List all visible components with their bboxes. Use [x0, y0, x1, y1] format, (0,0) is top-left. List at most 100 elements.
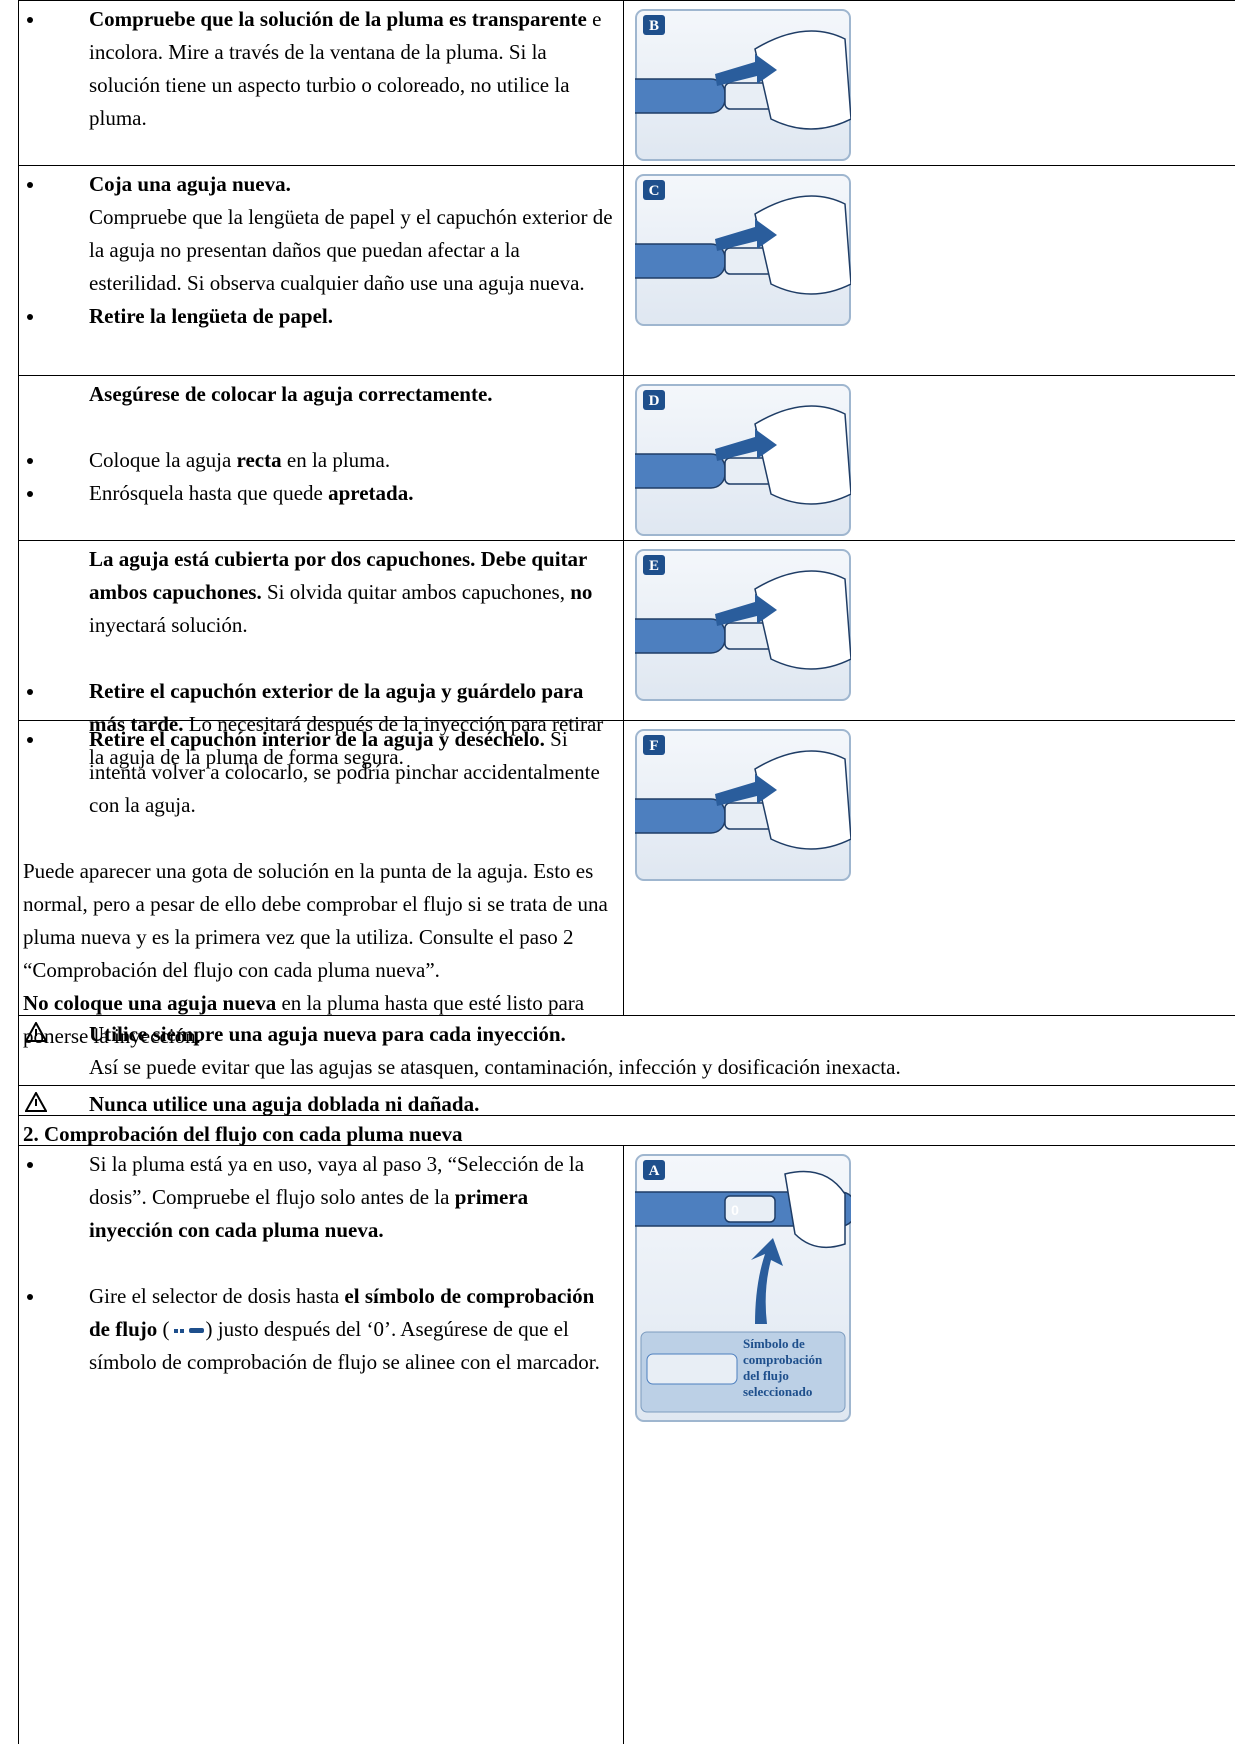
- paragraph: La aguja está cubierta por dos capuchone…: [23, 543, 615, 642]
- text: Si la pluma está ya en uso, vaya al paso…: [89, 1152, 585, 1209]
- arrow: [715, 429, 777, 461]
- hand: [754, 195, 851, 295]
- text: Enrósquela hasta que quede: [89, 481, 329, 505]
- paragraph: Coloque la aguja recta en la pluma.: [23, 444, 615, 477]
- paragraph: No coloque una aguja nueva en la pluma h…: [23, 987, 615, 1053]
- paragraph: Gire el selector de dosis hasta el símbo…: [23, 1280, 615, 1379]
- paragraph: Retire la lengüeta de papel.: [23, 300, 615, 333]
- text-cell: La aguja está cubierta por dos capuchone…: [19, 541, 624, 769]
- paragraph: Puede aparecer una gota de solución en l…: [23, 855, 615, 987]
- caption-line: Símbolo de: [743, 1336, 808, 1351]
- bold-text: recta: [236, 448, 282, 472]
- bold-text: Compruebe que la solución de la pluma es…: [89, 7, 587, 31]
- bold-text: Nunca utilice una aguja doblada ni dañad…: [89, 1092, 480, 1116]
- arrow: [751, 1238, 783, 1324]
- warning-triangle: [25, 1022, 47, 1042]
- pen-body: [635, 798, 726, 834]
- figure-label-box: [643, 180, 665, 200]
- bold-text: apretada.: [328, 481, 414, 505]
- figure: C: [635, 174, 851, 326]
- paragraph: Nunca utilice una aguja doblada ni dañad…: [23, 1088, 1227, 1121]
- sym-bar: [188, 1328, 204, 1334]
- text: Puede aparecer una gota de solución en l…: [23, 859, 608, 982]
- warning-bar: [35, 1029, 37, 1036]
- dial-number: 0: [731, 1202, 739, 1218]
- bold-text: La aguja está cubierta por dos capuchone…: [89, 547, 588, 604]
- warning-bar: [35, 1099, 37, 1106]
- paragraph: Retire el capuchón interior de la aguja …: [23, 723, 615, 822]
- bold-text: no: [570, 580, 593, 604]
- text: e incolora. Mire a través de la ventana …: [89, 7, 602, 130]
- figure: D: [635, 384, 851, 536]
- text: Coloque la aguja: [89, 448, 237, 472]
- hand: [754, 30, 851, 130]
- bold-text: Retire el capuchón interior de la aguja …: [89, 727, 545, 751]
- pen-body: [635, 243, 726, 279]
- bold-text: No coloque una aguja nueva: [23, 991, 277, 1015]
- text: Lo necesitará después de la inyección pa…: [89, 712, 604, 769]
- bold-text: Retire la lengüeta de papel.: [89, 304, 334, 328]
- hand: [754, 750, 851, 850]
- figure-label: D: [649, 393, 660, 409]
- table-row: La aguja está cubierta por dos capuchone…: [18, 540, 1235, 769]
- warning-icon: [25, 1092, 47, 1112]
- pen-tip: [724, 1195, 776, 1223]
- figure: A 0 Símbolo de comprobación del flujo sele…: [635, 1154, 851, 1422]
- table-row: Nunca utilice una aguja doblada ni dañad…: [18, 1085, 1235, 1116]
- inset-pen: [646, 1353, 738, 1385]
- text: en la pluma hasta que esté listo para po…: [23, 991, 585, 1048]
- figure-label-box: [643, 1160, 665, 1180]
- figure-label: B: [649, 18, 659, 34]
- inset: [640, 1331, 846, 1413]
- table-row: Asegúrese de colocar la aguja correctame…: [18, 375, 1235, 540]
- text-cell: 2. Comprobación del flujo con cada pluma…: [19, 1116, 1235, 1151]
- paragraph: Retire el capuchón exterior de la aguja …: [23, 675, 615, 774]
- table-row: Si la pluma está ya en uso, vaya al paso…: [18, 1145, 1235, 1744]
- arrow: [715, 219, 777, 251]
- pen-body: [635, 78, 726, 114]
- paragraph: Así se puede evitar que las agujas se at…: [23, 1051, 1227, 1084]
- text-cell: Retire el capuchón interior de la aguja …: [19, 721, 624, 1048]
- bold-text: Coja una aguja nueva.: [89, 172, 291, 196]
- bold-text: Utilice siempre una aguja nueva para cad…: [89, 1022, 566, 1046]
- warning-icon: [25, 1022, 47, 1042]
- figure-caption: Símbolo de comprobación del flujo selecc…: [743, 1336, 825, 1399]
- caption-line: comprobación: [743, 1352, 825, 1367]
- figure-label: F: [649, 738, 658, 754]
- table-row: Utilice siempre una aguja nueva para cad…: [18, 1015, 1235, 1085]
- pen-body: [635, 453, 726, 489]
- table-row: 2. Comprobación del flujo con cada pluma…: [18, 1115, 1235, 1146]
- figure-label-box: [643, 15, 665, 35]
- text-cell: Compruebe que la solución de la pluma es…: [19, 1, 624, 165]
- hand: [754, 570, 851, 670]
- text: inyectará solución.: [89, 613, 248, 637]
- text-cell: Coja una aguja nueva. Compruebe que la le…: [19, 166, 624, 375]
- figure: B: [635, 9, 851, 161]
- text: Compruebe que la lengüeta de papel y el …: [89, 205, 613, 295]
- sym-dot: [173, 1329, 178, 1334]
- paragraph: Enrósquela hasta que quede apretada.: [23, 477, 615, 510]
- bold-text: Asegúrese de colocar la aguja correctame…: [89, 382, 493, 406]
- text-cell: Si la pluma está ya en uso, vaya al paso…: [19, 1146, 624, 1744]
- hand: [784, 1170, 846, 1249]
- hand: [754, 405, 851, 505]
- figure-label: A: [649, 1163, 660, 1179]
- paragraph: 2. Comprobación del flujo con cada pluma…: [23, 1118, 1227, 1151]
- text: en la pluma.: [281, 448, 391, 472]
- figure: E: [635, 549, 851, 701]
- paragraph: Utilice siempre una aguja nueva para cad…: [23, 1018, 1227, 1051]
- bold-text: primera inyección con cada pluma nueva.: [89, 1185, 529, 1242]
- text: Si intenta volver a colocarlo, se podría…: [89, 727, 600, 817]
- sym-dot: [179, 1329, 184, 1334]
- text: Si olvida quitar ambos capuchones,: [261, 580, 571, 604]
- figure-label-box: [643, 555, 665, 575]
- paragraph: Compruebe que la solución de la pluma es…: [23, 3, 615, 135]
- arrow: [715, 54, 777, 86]
- text-cell: Utilice siempre una aguja nueva para cad…: [19, 1016, 1235, 1084]
- text: Así se puede evitar que las agujas se at…: [89, 1055, 901, 1079]
- figure-label-box: [643, 390, 665, 410]
- caption-line: seleccionado: [743, 1384, 812, 1399]
- paragraph: Coja una aguja nueva.: [23, 168, 615, 201]
- figure: F: [635, 729, 851, 881]
